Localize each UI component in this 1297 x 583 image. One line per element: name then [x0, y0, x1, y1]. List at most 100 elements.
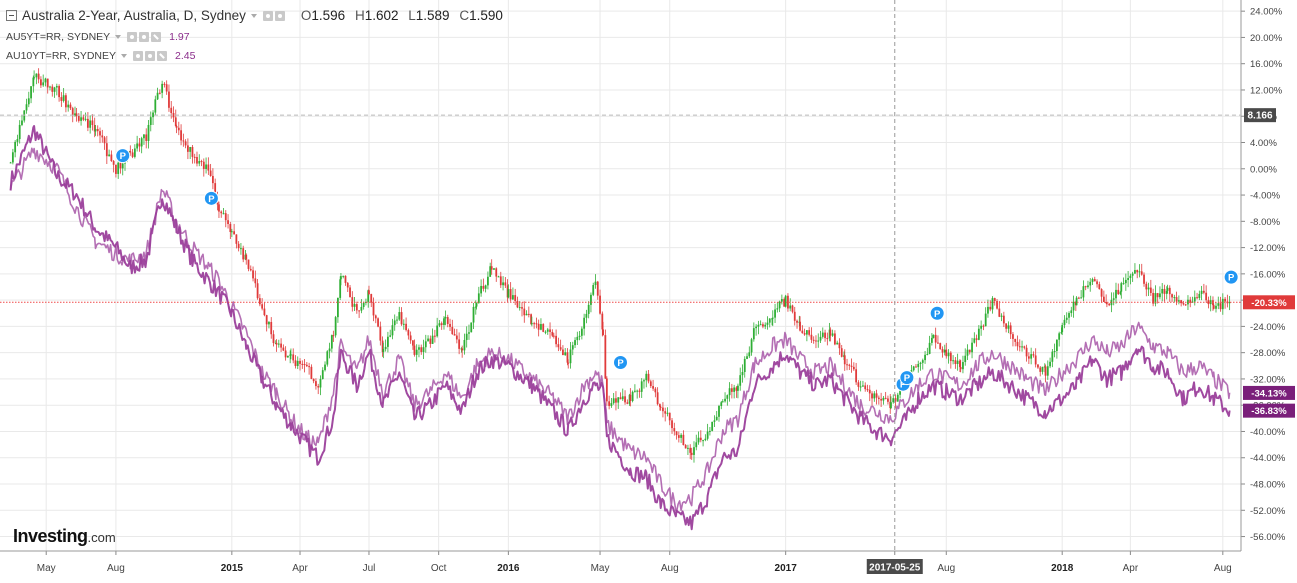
candle-body [525, 313, 528, 316]
candle-body [1087, 285, 1089, 288]
settings-icon[interactable] [262, 10, 273, 21]
candle-body [590, 294, 592, 305]
candle-body [270, 322, 273, 335]
candle-body [1173, 297, 1176, 299]
candle-body [1189, 299, 1192, 303]
candle-body [391, 325, 394, 336]
candle-body [1212, 305, 1215, 309]
candle-body [880, 398, 883, 401]
candle-body [1009, 325, 1012, 335]
ohlc-values: O1.596 H1.602 L1.589 C1.590 [295, 8, 503, 23]
candle-body [9, 162, 12, 164]
candle-body [664, 411, 667, 414]
axes: 24.00%20.00%16.00%12.00%8.00%4.00%0.00%-… [0, 0, 1286, 574]
candle-body [824, 332, 826, 339]
candle-body [433, 335, 436, 337]
candle-body [344, 275, 347, 283]
collapse-icon[interactable] [6, 10, 17, 21]
candle-body [945, 349, 948, 357]
candle-body [499, 276, 502, 286]
end-value-badge [1243, 385, 1295, 400]
candle-body [1224, 298, 1226, 302]
x-tick-label: Apr [292, 563, 308, 574]
candle-body [1098, 284, 1101, 290]
candle-body [196, 156, 198, 164]
candle-body [1049, 361, 1051, 367]
candle-body [789, 305, 792, 309]
candle-body [377, 318, 379, 327]
candle-body [16, 139, 19, 142]
candle-body [1184, 304, 1187, 306]
settings-icon[interactable] [133, 51, 143, 61]
candle-body [324, 364, 326, 371]
series-value-au5y: 1.97 [169, 31, 190, 43]
event-marker [899, 370, 915, 386]
candle-body [254, 278, 257, 284]
candle-body [1217, 303, 1220, 306]
caret-down-icon[interactable] [250, 13, 257, 18]
y-tick-label: -32.00% [1250, 374, 1286, 385]
candle-body [748, 352, 751, 357]
settings-icon[interactable] [127, 32, 138, 42]
candle-body [422, 347, 425, 352]
candle-body [551, 331, 554, 336]
candle-body [475, 303, 478, 307]
visibility-icon[interactable] [145, 51, 155, 61]
y-tick-label: 24.00% [1250, 7, 1283, 18]
candle-body [218, 204, 220, 212]
candle-body [372, 302, 375, 316]
candle-body [353, 304, 356, 307]
close-icon[interactable] [157, 51, 167, 61]
candle-body [1205, 292, 1208, 301]
caret-down-icon[interactable] [115, 35, 122, 39]
visibility-icon[interactable] [274, 10, 285, 21]
candle-body [834, 333, 836, 345]
end-value-label: -20.33% [1251, 298, 1287, 309]
x-tick-label: 2017 [775, 563, 798, 574]
candle-body [367, 290, 370, 302]
candle-body [626, 402, 629, 404]
candle-body [280, 343, 282, 348]
candle-body [821, 332, 824, 337]
candle-body [42, 82, 45, 86]
candle-body [530, 323, 533, 325]
candle-body [1014, 338, 1017, 342]
series-value-au10y: 2.45 [175, 50, 196, 62]
candle-body [224, 213, 227, 221]
candle-body [915, 366, 917, 368]
candle-body [409, 335, 412, 341]
candle-body [121, 163, 124, 169]
candle-body [339, 279, 342, 298]
candle-body [808, 330, 811, 335]
candle-body [396, 319, 398, 321]
candle-body [629, 394, 632, 402]
candle-body [424, 341, 427, 348]
candle-body [518, 307, 521, 309]
candle-body [1039, 367, 1042, 372]
candle-body [474, 306, 477, 308]
candle-body [877, 397, 880, 399]
candle-body [836, 342, 839, 345]
candle-body [379, 326, 382, 341]
candle-body [220, 211, 223, 214]
candle-body [801, 330, 804, 334]
candle-body [1053, 350, 1056, 352]
candle-body [247, 259, 250, 269]
y-tick-label: -48.00% [1250, 480, 1286, 491]
candle-body [154, 99, 157, 113]
event-marker [203, 190, 219, 206]
candle-body [882, 397, 885, 401]
candle-body [954, 360, 957, 364]
candle-body [117, 162, 120, 174]
caret-down-icon[interactable] [121, 54, 127, 58]
candle-body [583, 317, 586, 329]
crosshair-y-label: 8.166 [1247, 111, 1272, 122]
visibility-icon[interactable] [139, 32, 150, 42]
candle-body [930, 337, 933, 343]
close-icon[interactable] [151, 32, 162, 42]
candle-body [645, 373, 648, 381]
candle-body [147, 124, 150, 141]
candle-body [1105, 301, 1108, 304]
